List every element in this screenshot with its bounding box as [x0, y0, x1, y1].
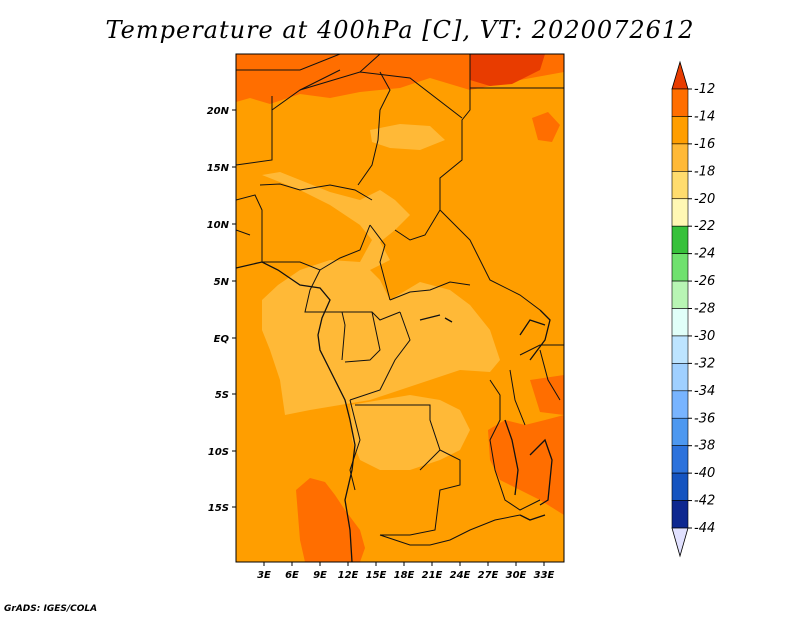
map-title: Temperature at 400hPa [C], VT: 202007261… — [105, 16, 695, 44]
colorbar-cell — [671, 308, 689, 337]
colorbar-cell — [671, 363, 689, 392]
colorbar-cell — [671, 390, 689, 419]
colorbar-label: -44 — [694, 521, 715, 536]
colorbar-cell — [671, 225, 689, 254]
lon-label-30e: 30E — [506, 570, 527, 581]
colorbar-cell — [671, 171, 689, 200]
colorbar-top-arrow — [671, 60, 689, 90]
lat-label-eq: EQ — [214, 334, 230, 345]
field-sw-m14 — [296, 478, 365, 562]
colorbar-cell — [671, 445, 689, 474]
colorbar-label: -24 — [694, 247, 715, 262]
colorbar-cell — [671, 116, 689, 145]
field-ne-m14 — [532, 112, 560, 142]
lat-label-10s: 10S — [208, 447, 229, 458]
lon-label-3e: 3E — [257, 570, 271, 581]
colorbar-label: -36 — [694, 411, 715, 426]
colorbar-label: -14 — [694, 109, 715, 124]
colorbar-label: -12 — [694, 82, 715, 97]
lon-label-24e: 24E — [450, 570, 471, 581]
lon-label-15e: 15E — [366, 570, 387, 581]
colorbar-label: -40 — [694, 466, 715, 481]
field-top-m18 — [370, 124, 445, 150]
colorbar-cell — [671, 143, 689, 172]
colorbar-cell — [671, 88, 689, 117]
field-south-m18 — [350, 395, 470, 470]
colorbar-cell — [671, 198, 689, 227]
colorbar-label: -26 — [694, 274, 715, 289]
lat-label-5n: 5N — [214, 277, 230, 288]
colorbar-cell — [671, 472, 689, 501]
field-top-right-m12 — [470, 54, 545, 86]
colorbar-label: -34 — [694, 384, 715, 399]
lat-label-20n: 20N — [207, 106, 230, 117]
colorbar-label: -28 — [694, 302, 715, 317]
colorbar-label: -38 — [694, 439, 715, 454]
colorbar-label: -42 — [694, 494, 715, 509]
temperature-field — [236, 54, 564, 562]
colorbar-label: -30 — [694, 329, 715, 344]
field-e-m14 — [530, 375, 564, 415]
colorbar-label: -20 — [694, 192, 715, 207]
colorbar-cell — [671, 280, 689, 309]
country-borders — [236, 54, 564, 546]
coastline — [236, 261, 553, 562]
colorbar-bottom-arrow — [671, 527, 689, 558]
colorbar-label: -16 — [694, 137, 715, 152]
lat-label-15n: 15N — [207, 163, 230, 174]
grads-credit: GrADS: IGES/COLA — [4, 604, 98, 614]
lon-label-12e: 12E — [338, 570, 359, 581]
colorbar-cell — [671, 253, 689, 282]
colorbar-label: -22 — [694, 219, 715, 234]
lat-label-15s: 15S — [208, 503, 229, 514]
colorbar: -12 -14 -16 -18 -20 -22 -24 -26 -28 -30 -32 -34 -36 -… — [671, 60, 715, 558]
map-frame — [235, 53, 565, 563]
colorbar-cell — [671, 500, 689, 529]
lat-axis: 20N 15N 10N 5N EQ 5S 10S 15S — [207, 106, 236, 514]
colorbar-label: -32 — [694, 356, 715, 371]
lon-label-6e: 6E — [285, 570, 299, 581]
lon-label-33e: 33E — [534, 570, 555, 581]
lon-label-18e: 18E — [394, 570, 415, 581]
lat-label-10n: 10N — [207, 220, 230, 231]
lon-label-27e: 27E — [478, 570, 499, 581]
lon-label-21e: 21E — [422, 570, 443, 581]
colorbar-cell — [671, 335, 689, 364]
lon-label-9e: 9E — [313, 570, 327, 581]
colorbar-cell — [671, 417, 689, 446]
lon-axis: 3E 6E 9E 12E 15E 18E 21E 24E 27E 30E 33E — [257, 562, 555, 581]
lat-label-5s: 5S — [215, 390, 229, 401]
colorbar-label: -18 — [694, 164, 715, 179]
